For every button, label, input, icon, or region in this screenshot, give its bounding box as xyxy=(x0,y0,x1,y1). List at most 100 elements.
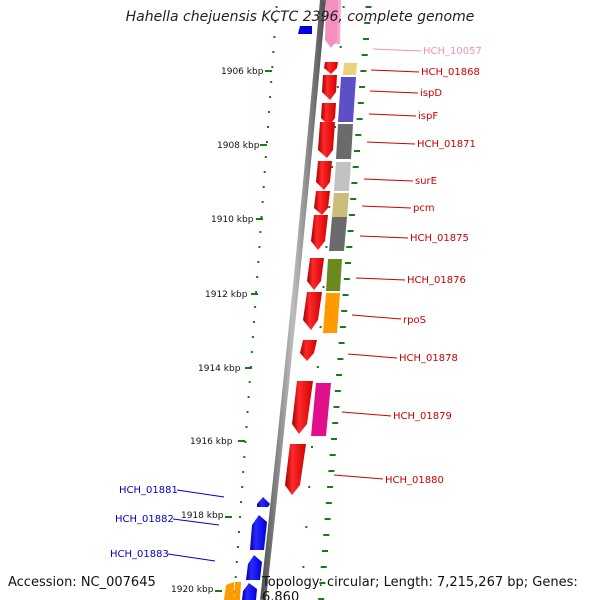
function-block xyxy=(332,193,349,217)
gene-arrow xyxy=(303,292,322,330)
kbp-label: 1918 kbp xyxy=(181,511,224,521)
gene-label: HCH_01881 xyxy=(119,485,178,496)
gene-label: HCH_01876 xyxy=(407,275,466,286)
guide-dot xyxy=(357,102,364,104)
gene-arrow xyxy=(325,0,338,48)
guide-dot xyxy=(365,6,372,8)
gene-arrow xyxy=(298,26,312,34)
guide-dot xyxy=(341,310,348,312)
guide-dot xyxy=(323,534,330,536)
leader-line xyxy=(347,353,398,359)
guide-dot xyxy=(259,231,262,233)
gene-arrow xyxy=(292,381,313,434)
leader-line xyxy=(176,489,225,498)
guide-dot xyxy=(256,276,259,278)
gene-label: HCH_01871 xyxy=(417,139,476,150)
kbp-label: 1920 kbp xyxy=(171,585,214,595)
function-block xyxy=(334,162,351,191)
guide-dot xyxy=(302,566,305,568)
gene-arrow xyxy=(321,103,336,126)
guide-dot xyxy=(255,291,258,293)
page-title: Hahella chejuensis KCTC 2396, complete g… xyxy=(125,9,475,25)
guide-dot xyxy=(257,261,260,263)
guide-dot xyxy=(267,126,269,128)
guide-dot xyxy=(236,546,239,548)
gene-arrow xyxy=(257,497,270,507)
function-block xyxy=(234,582,241,600)
guide-dot xyxy=(260,216,263,218)
leader-line xyxy=(341,411,392,417)
guide-dot xyxy=(355,134,362,136)
guide-dot xyxy=(242,471,245,473)
leader-line xyxy=(351,314,402,320)
gene-arrow xyxy=(307,258,324,290)
guide-dot xyxy=(316,366,319,368)
guide-dot xyxy=(246,411,249,413)
guide-dot xyxy=(237,531,240,533)
gene-arrows xyxy=(224,0,338,600)
gene-label: HCH_10057 xyxy=(423,46,482,57)
gene-label: HCH_01878 xyxy=(399,353,458,364)
function-block xyxy=(311,383,331,436)
guide-dot xyxy=(320,566,327,568)
gene-arrow xyxy=(242,583,257,600)
leader-line xyxy=(370,69,420,73)
guide-dot xyxy=(332,422,339,424)
kbp-label: 1914 kbp xyxy=(198,364,241,374)
kbp-label: 1912 kbp xyxy=(205,290,248,300)
guide-dot xyxy=(333,406,340,408)
kbp-label: 1906 kbp xyxy=(221,67,264,77)
guide-dot xyxy=(348,214,355,216)
gene-label: ispD xyxy=(420,88,442,99)
leader-line xyxy=(359,235,409,239)
leader-line xyxy=(368,113,417,117)
function-block xyxy=(329,217,347,251)
leader-line xyxy=(366,141,416,145)
guide-dot xyxy=(318,598,325,600)
guide-dot xyxy=(253,321,255,323)
guide-dot xyxy=(339,46,342,48)
guide-dot xyxy=(261,201,264,203)
guide-dot xyxy=(254,306,257,308)
accession-text: Accession: NC_007645 xyxy=(8,575,156,590)
gene-label: surE xyxy=(415,176,437,187)
guide-dot xyxy=(305,526,308,528)
gene-label: ispF xyxy=(418,111,438,122)
guide-dot xyxy=(356,118,363,120)
guide-dot xyxy=(338,342,345,344)
leader-line xyxy=(363,178,414,182)
guide-dot xyxy=(269,96,272,98)
guide-dot xyxy=(336,86,339,88)
gene-label: HCH_01883 xyxy=(110,549,169,560)
gene-arrow xyxy=(311,215,328,250)
dotted-guide-right xyxy=(318,6,372,600)
leader-line xyxy=(172,518,220,526)
guide-dot xyxy=(343,278,350,280)
gene-arrow xyxy=(246,555,262,580)
guide-dot xyxy=(263,171,266,173)
gene-labels-left: HCH_01881 HCH_01882 HCH_01883 xyxy=(110,485,225,562)
gene-arrow xyxy=(322,75,337,100)
gene-label: HCH_01882 xyxy=(115,514,174,525)
gene-arrow xyxy=(316,161,332,190)
gene-arrow xyxy=(324,62,338,74)
gene-label: HCH_01879 xyxy=(393,411,452,422)
guide-dot xyxy=(327,486,334,488)
guide-dot xyxy=(235,561,238,563)
function-block xyxy=(326,259,342,291)
guide-dot xyxy=(364,22,371,24)
genome-backbone xyxy=(260,0,326,600)
function-block xyxy=(343,63,357,75)
kbp-label: 1908 kbp xyxy=(217,141,260,151)
guide-dot xyxy=(243,456,246,458)
gene-arrow xyxy=(250,515,267,550)
function-block xyxy=(338,77,356,122)
gene-label: HCH_01868 xyxy=(421,67,480,78)
kbp-label: 1910 kbp xyxy=(211,215,254,225)
guide-dot xyxy=(322,550,328,552)
guide-dot xyxy=(334,126,336,128)
gene-label: rpoS xyxy=(403,315,426,326)
guide-dot xyxy=(270,81,273,83)
